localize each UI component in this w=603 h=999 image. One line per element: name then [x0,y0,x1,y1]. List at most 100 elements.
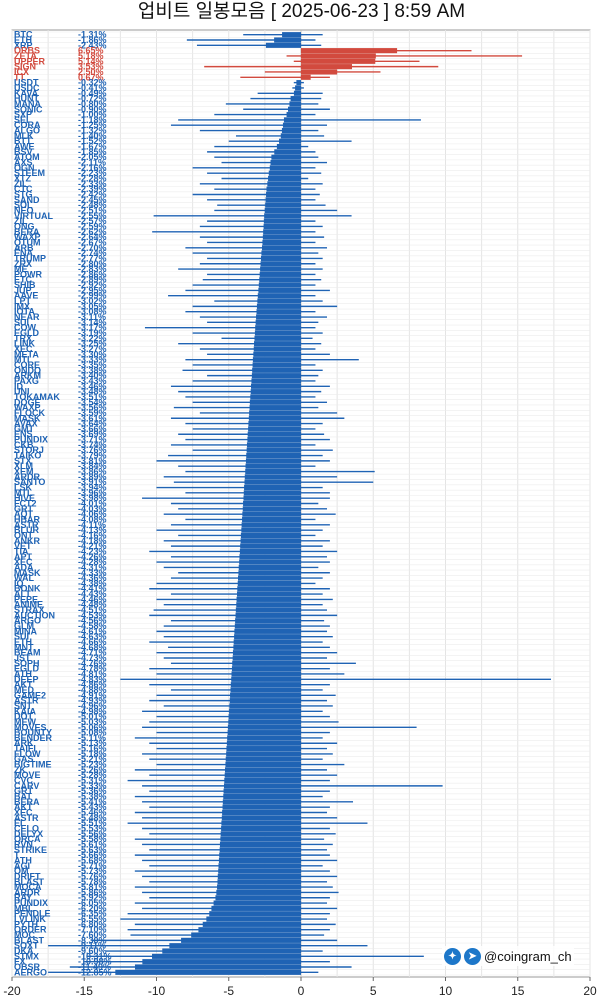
coin-label: AXS [14,158,33,168]
bar [152,953,301,959]
coin-label: PUNDIX [14,435,48,445]
pct-label: -2.92% [78,280,107,290]
pct-label: -5.18% [78,749,107,759]
pct-label: -5.43% [78,802,107,812]
pct-label: -4.21% [78,541,107,551]
pct-label: -5.63% [78,845,107,855]
coin-label: COW [14,323,37,333]
bar [237,586,301,592]
pct-label: -2.33% [78,179,107,189]
coin-label: TRUMP [14,253,46,263]
coin-label: PENDLE [14,909,51,919]
pct-label: -5.86% [78,887,107,897]
bar [234,628,301,634]
pct-label: 2.50% [78,67,104,77]
pct-label: -3.89% [78,472,107,482]
coin-label: SUI [14,317,29,327]
pct-label: -1.67% [78,142,107,152]
pct-label: -0.32% [78,78,107,88]
pct-label: -5.11% [78,733,106,743]
coin-label: MASK [14,568,41,578]
coin-label: SOPH [14,658,40,668]
pct-label: -5.68% [78,855,107,865]
pct-label: -2.55% [78,211,107,221]
bar [221,825,301,832]
coin-label: OM [14,866,29,876]
bar [252,362,301,368]
bar [221,815,301,821]
bar [247,431,301,437]
coin-label: LPT [14,296,32,306]
coin-label: STRAX [14,605,45,615]
coin-label: OGN [14,163,35,173]
bar [231,671,301,677]
pct-label: -3.84% [78,461,107,471]
pct-label: -2.11% [78,158,106,168]
bar [228,719,301,725]
coin-label: BENDER [14,733,53,743]
coin-label: AGI [14,861,30,871]
pct-label: -12.85% [78,967,112,977]
pct-label: -4.43% [78,589,107,599]
pct-label: -3.64% [78,419,107,429]
pct-label: -3.17% [78,323,107,333]
bar [229,703,301,709]
bar [223,793,301,800]
bar [263,229,301,235]
pct-label: -2.39% [78,184,107,194]
bar [268,175,301,182]
coin-label: ETC [14,275,33,285]
bar [226,740,301,746]
pct-label: -0.49% [78,88,107,98]
bar [218,857,301,864]
bar [276,143,301,150]
coin-label: TAIFI [14,744,36,754]
coin-label: ZIL [14,179,28,189]
coin-label: ASTR [14,813,39,823]
x-tick-label: -10 [148,984,166,998]
bar [236,591,301,597]
pct-label: -8.30% [78,935,107,945]
pct-label: -3.69% [78,429,107,439]
bar [254,335,301,341]
coin-label: DRIFT [14,871,41,881]
coin-label: UPPER [14,56,46,66]
coin-label: MLK [14,131,34,141]
bar [248,415,301,421]
bar [255,325,301,331]
pct-label: -2.83% [78,264,107,274]
coin-label: STRIKE [14,845,47,855]
bar [224,777,301,784]
pct-label: -5.26% [78,765,107,775]
coin-label: STMX [14,951,39,961]
bar [282,122,301,128]
bar [264,207,301,214]
coin-label: FLOCK [14,408,45,418]
bar [245,458,301,464]
coin-label: PYTH [14,919,38,929]
coin-label: XEC [14,344,33,354]
coin-label: XLM [14,461,33,471]
bar [281,128,301,134]
bar [266,186,301,192]
bar [226,751,301,757]
pct-label: -3.30% [78,349,107,359]
bar [233,644,301,650]
pct-label: -2.70% [78,243,107,253]
coin-label: ORCA [14,834,41,844]
pct-label: -5.71% [78,861,107,871]
coin-label: GRT [14,504,34,514]
bar [235,618,301,624]
pct-label: -3.59% [78,408,107,418]
pct-label: -7.10% [78,925,107,935]
x-tick-label: 0 [298,984,305,998]
x-tick-label: 20 [583,984,597,998]
pct-label: -5.92% [78,893,107,903]
pct-label: -6.35% [78,909,107,919]
twitter-bird-icon: ✦ [444,947,461,965]
bar [230,687,301,693]
coin-label: ADA [14,562,34,572]
telegram-plane-icon: ➤ [464,947,481,965]
bar [252,357,301,363]
bar [301,53,376,59]
